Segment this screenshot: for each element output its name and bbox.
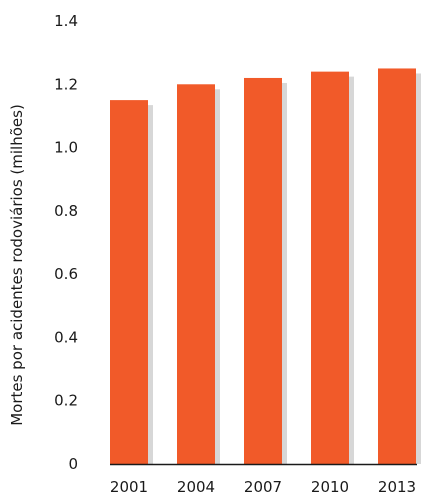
- bars: [110, 68, 421, 465]
- x-tick-label: 2004: [177, 478, 215, 496]
- x-tick-label: 2007: [244, 478, 282, 496]
- bar: [244, 77, 282, 464]
- y-tick-label: 0.4: [54, 328, 78, 346]
- x-tick-label: 2001: [110, 478, 148, 496]
- y-tick-label: 1.2: [54, 75, 78, 93]
- x-axis-tick-labels: 2001 2004 2007 2010 2013: [110, 478, 416, 496]
- y-tick-label: 0: [68, 455, 78, 473]
- bar: [378, 68, 416, 464]
- y-tick-label: 0.2: [54, 392, 78, 410]
- y-tick-label: 1.4: [54, 12, 78, 30]
- y-tick-label: 0.6: [54, 265, 78, 283]
- y-tick-label: 1.0: [54, 139, 78, 157]
- y-axis-title: Mortes por acidentes rodoviários (milhõe…: [8, 104, 26, 426]
- x-tick-label: 2010: [311, 478, 349, 496]
- bar: [311, 71, 349, 464]
- bar: [110, 100, 148, 464]
- y-tick-label: 0.8: [54, 202, 78, 220]
- y-axis-tick-labels: 0 0.2 0.4 0.6 0.8 1.0 1.2 1.4: [54, 12, 78, 473]
- y-axis-title-group: Mortes por acidentes rodoviários (milhõe…: [8, 104, 26, 426]
- x-tick-label: 2013: [378, 478, 416, 496]
- bar: [177, 84, 215, 465]
